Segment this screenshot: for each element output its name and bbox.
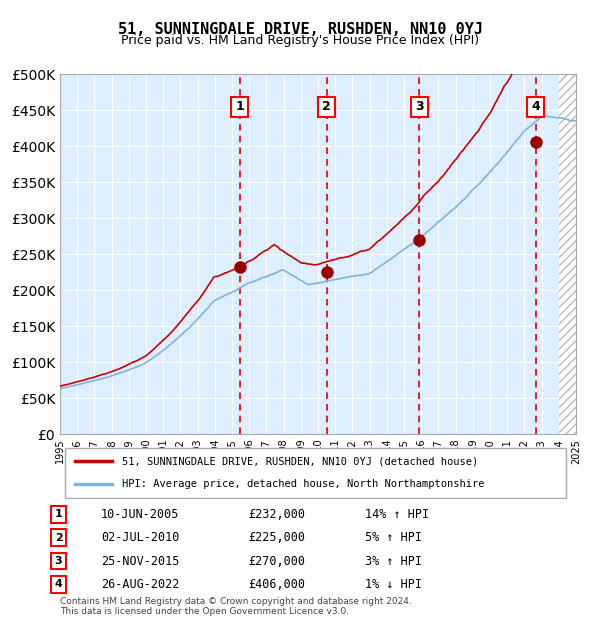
Text: £225,000: £225,000 (248, 531, 305, 544)
Text: Contains HM Land Registry data © Crown copyright and database right 2024.: Contains HM Land Registry data © Crown c… (60, 598, 412, 606)
Text: 3: 3 (415, 100, 424, 113)
Text: 4: 4 (531, 100, 540, 113)
Text: 26-AUG-2022: 26-AUG-2022 (101, 578, 179, 591)
Text: 1% ↓ HPI: 1% ↓ HPI (365, 578, 422, 591)
Text: 10-JUN-2005: 10-JUN-2005 (101, 508, 179, 521)
Bar (559, 74, 593, 434)
Text: 14% ↑ HPI: 14% ↑ HPI (365, 508, 429, 521)
Text: 02-JUL-2010: 02-JUL-2010 (101, 531, 179, 544)
Text: 3: 3 (55, 556, 62, 566)
Text: £232,000: £232,000 (248, 508, 305, 521)
Text: £270,000: £270,000 (248, 554, 305, 567)
Text: £406,000: £406,000 (248, 578, 305, 591)
Text: 4: 4 (55, 580, 62, 590)
Text: HPI: Average price, detached house, North Northamptonshire: HPI: Average price, detached house, Nort… (122, 479, 484, 489)
Text: 51, SUNNINGDALE DRIVE, RUSHDEN, NN10 0YJ: 51, SUNNINGDALE DRIVE, RUSHDEN, NN10 0YJ (118, 22, 482, 37)
FancyBboxPatch shape (65, 448, 566, 498)
Text: This data is licensed under the Open Government Licence v3.0.: This data is licensed under the Open Gov… (60, 607, 349, 616)
Text: Price paid vs. HM Land Registry's House Price Index (HPI): Price paid vs. HM Land Registry's House … (121, 34, 479, 47)
Text: 3% ↑ HPI: 3% ↑ HPI (365, 554, 422, 567)
Text: 2: 2 (55, 533, 62, 542)
Text: 2: 2 (322, 100, 331, 113)
Text: 1: 1 (235, 100, 244, 113)
Text: 25-NOV-2015: 25-NOV-2015 (101, 554, 179, 567)
Text: 51, SUNNINGDALE DRIVE, RUSHDEN, NN10 0YJ (detached house): 51, SUNNINGDALE DRIVE, RUSHDEN, NN10 0YJ… (122, 456, 478, 466)
Text: 1: 1 (55, 509, 62, 520)
Text: 5% ↑ HPI: 5% ↑ HPI (365, 531, 422, 544)
